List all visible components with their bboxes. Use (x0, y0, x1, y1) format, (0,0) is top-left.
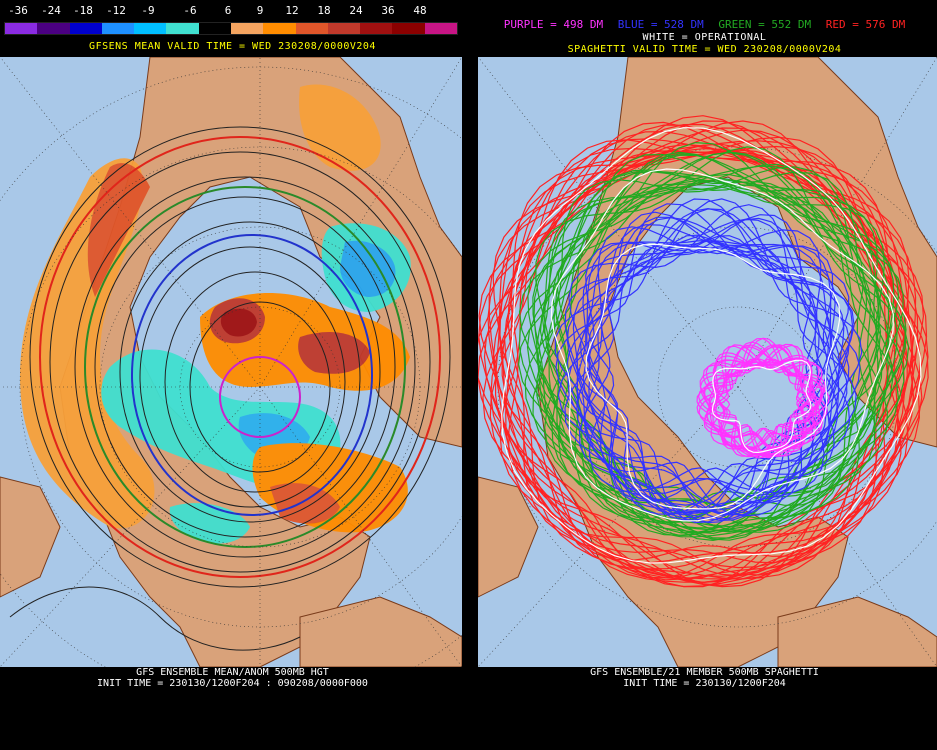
ensemble-mean-map (0, 57, 462, 667)
land-masses (478, 57, 937, 667)
scale-swatch (37, 23, 70, 34)
ensemble-mean-panel: -36 -24 -18 -12 -9 -6 6 9 12 18 24 36 48… (0, 0, 465, 750)
spaghetti-member-line (527, 175, 880, 534)
left-footer-title: GFS ENSEMBLE MEAN/ANOM 500MB HGT (136, 667, 329, 678)
spaghetti-member-line (564, 208, 857, 497)
scale-labels: -36 -24 -18 -12 -9 -6 6 9 12 18 24 36 48 (0, 4, 462, 18)
spaghetti-member-line (576, 198, 848, 502)
spaghetti-member-line (478, 145, 898, 584)
scale-swatch (5, 23, 38, 34)
spaghetti-member-line (564, 234, 832, 516)
spaghetti-member-line (478, 127, 902, 569)
anomaly-color-scale: -36 -24 -18 -12 -9 -6 6 9 12 18 24 36 48 (0, 4, 462, 35)
panel-divider (465, 0, 472, 750)
scale-label: 6 (224, 4, 232, 17)
scale-swatch (198, 23, 231, 34)
spaghetti-member-line (578, 216, 861, 512)
scale-label: 12 (285, 4, 299, 17)
scale-label: 9 (256, 4, 264, 17)
spaghetti-member-line (708, 359, 823, 457)
scale-label: -36 (8, 4, 28, 17)
scale-swatch (134, 23, 167, 34)
scale-label: 18 (317, 4, 331, 17)
land-masses (0, 57, 462, 667)
scale-swatch (166, 23, 199, 34)
legend-green: GREEN = 552 DM (718, 18, 812, 31)
spaghetti-member-line (518, 165, 881, 528)
spaghetti-map (478, 57, 937, 667)
right-footer-title: GFS ENSEMBLE/21 MEMBER 500MB SPAGHETTI (590, 667, 819, 678)
spaghetti-member-line (490, 115, 915, 562)
spaghetti-lines (478, 115, 929, 588)
spaghetti-member-line (697, 344, 813, 452)
legend-red: RED = 576 DM (825, 18, 906, 31)
spaghetti-member-line (478, 129, 909, 577)
spaghetti-legend: PURPLE = 498 DM BLUE = 528 DM GREEN = 55… (472, 18, 937, 31)
left-footer-init: INIT TIME = 230130/1200F204 : 090208/000… (97, 678, 368, 689)
spaghetti-member-line (524, 151, 900, 519)
legend-blue: BLUE = 528 DM (617, 18, 704, 31)
scale-label: 48 (413, 4, 427, 17)
spaghetti-member-line (582, 241, 840, 522)
scale-swatch (360, 23, 393, 34)
spaghetti-member-line (585, 243, 841, 510)
scale-label: -24 (41, 4, 61, 17)
spaghetti-member-line (526, 146, 876, 529)
scale-label: 24 (349, 4, 363, 17)
spaghetti-member-line (501, 127, 922, 564)
spaghetti-member-line (488, 143, 907, 581)
spaghetti-member-line (704, 341, 825, 452)
spaghetti-member-line (499, 131, 929, 577)
spaghetti-member-line (550, 168, 894, 522)
spaghetti-member-line (568, 240, 841, 517)
spaghetti-member-line (711, 359, 812, 454)
scale-swatch (327, 23, 361, 34)
scale-label: -9 (141, 4, 155, 17)
key-contours (39, 136, 441, 578)
lat-lon-grid (0, 57, 462, 667)
right-footer-init: INIT TIME = 230130/1200F204 (623, 678, 786, 689)
legend-purple: PURPLE = 498 DM (503, 18, 604, 31)
spaghetti-member-line (492, 148, 914, 580)
spaghetti-member-line (714, 352, 825, 458)
spaghetti-member-line (535, 179, 890, 533)
spaghetti-member-line (533, 171, 878, 542)
spaghetti-member-line (518, 163, 876, 533)
scale-swatch (392, 23, 425, 34)
scale-color-bar (4, 22, 458, 35)
spaghetti-member-line (566, 214, 830, 520)
spaghetti-panel: PURPLE = 498 DM BLUE = 528 DM GREEN = 55… (472, 0, 937, 750)
spaghetti-member-line (703, 344, 810, 459)
scale-label: 36 (381, 4, 395, 17)
scale-swatch (69, 23, 102, 34)
scale-label: -12 (106, 4, 126, 17)
right-valid-time: SPAGHETTI VALID TIME = WED 230208/0000V2… (567, 44, 842, 55)
left-valid-time: GFSENS MEAN VALID TIME = WED 230208/0000… (89, 41, 376, 52)
scale-swatch (101, 23, 135, 34)
scale-swatch (295, 23, 328, 34)
scale-label: -18 (73, 4, 93, 17)
scale-swatch (230, 23, 264, 34)
scale-swatch (424, 23, 457, 34)
scale-swatch (263, 23, 296, 34)
legend-white: WHITE = OPERATIONAL (642, 32, 767, 43)
spaghetti-member-line (705, 358, 818, 457)
mean-anomaly-map-svg (0, 57, 462, 667)
spaghetti-map-svg (478, 57, 937, 667)
spaghetti-member-line (554, 218, 831, 507)
scale-label: -6 (183, 4, 197, 17)
